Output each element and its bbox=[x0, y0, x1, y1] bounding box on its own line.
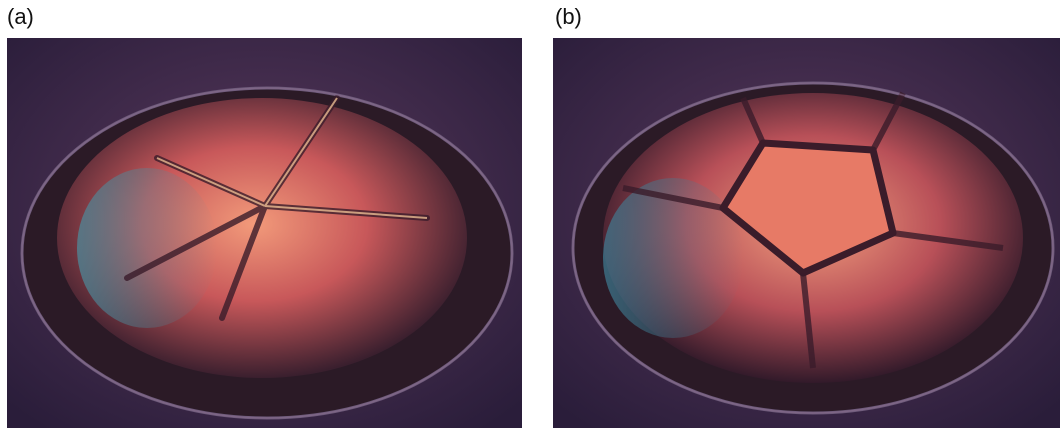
panel-label: (b) bbox=[555, 4, 582, 30]
panel-label: (a) bbox=[7, 4, 34, 30]
photo bbox=[7, 38, 522, 428]
figure: {"panels": [{"label": "(a)"}, {"label": … bbox=[0, 0, 1063, 435]
photo bbox=[553, 38, 1060, 428]
